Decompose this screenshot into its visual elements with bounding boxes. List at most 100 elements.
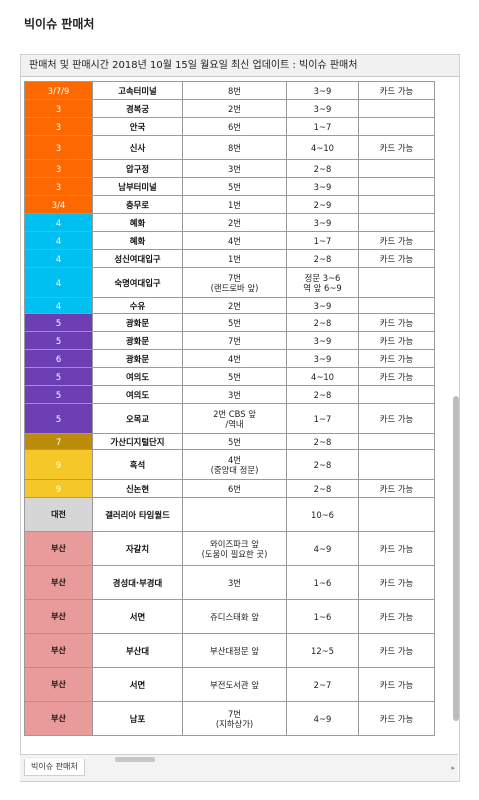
station-cell[interactable]: 고속터미널 [92,81,183,100]
exit-cell[interactable]: 7번 (랜드로바 앞) [182,267,287,298]
exit-cell[interactable]: 8번 [182,135,287,160]
exit-cell[interactable] [182,497,287,532]
time-cell[interactable]: 2~8 [286,249,359,268]
exit-cell[interactable]: 8번 [182,81,287,100]
line-cell[interactable]: 부산 [24,667,93,702]
line-cell[interactable]: 부산 [24,531,93,566]
note-cell[interactable]: 카드 가능 [358,349,435,368]
line-cell[interactable]: 대전 [24,497,93,532]
exit-cell[interactable]: 3번 [182,159,287,178]
time-cell[interactable]: 2~8 [286,479,359,498]
station-cell[interactable]: 흑석 [92,449,183,480]
note-cell[interactable] [358,159,435,178]
line-cell[interactable]: 5 [24,331,93,350]
line-cell[interactable]: 4 [24,249,93,268]
exit-cell[interactable]: 와이즈파크 앞 (도움이 필요한 곳) [182,531,287,566]
note-cell[interactable]: 카드 가능 [358,403,435,434]
station-cell[interactable]: 광화문 [92,331,183,350]
exit-cell[interactable]: 2번 CBS 앞/역내 [182,403,287,434]
station-cell[interactable]: 남부터미널 [92,177,183,196]
time-cell[interactable]: 2~9 [286,195,359,214]
line-cell[interactable]: 부산 [24,633,93,668]
station-cell[interactable]: 여의도 [92,385,183,404]
exit-cell[interactable]: 4번 (중앙대 정문) [182,449,287,480]
line-cell[interactable]: 5 [24,385,93,404]
line-cell[interactable]: 3 [24,99,93,118]
station-cell[interactable]: 여의도 [92,367,183,386]
time-cell[interactable]: 3~9 [286,81,359,100]
station-cell[interactable]: 혜화 [92,231,183,250]
exit-cell[interactable]: 7번 (지하상가) [182,701,287,736]
time-cell[interactable]: 3~9 [286,331,359,350]
note-cell[interactable] [358,297,435,314]
line-cell[interactable]: 부산 [24,599,93,634]
station-cell[interactable]: 서면 [92,599,183,634]
station-cell[interactable]: 광화문 [92,349,183,368]
note-cell[interactable] [358,433,435,450]
note-cell[interactable]: 카드 가능 [358,479,435,498]
station-cell[interactable]: 오목교 [92,403,183,434]
exit-cell[interactable]: 4번 [182,349,287,368]
note-cell[interactable] [358,195,435,214]
line-cell[interactable]: 9 [24,479,93,498]
line-cell[interactable]: 6 [24,349,93,368]
station-cell[interactable]: 성신여대입구 [92,249,183,268]
station-cell[interactable]: 서면 [92,667,183,702]
line-cell[interactable]: 3 [24,177,93,196]
time-cell[interactable]: 3~9 [286,349,359,368]
note-cell[interactable] [358,449,435,480]
station-cell[interactable]: 수유 [92,297,183,314]
exit-cell[interactable]: 부전도서관 앞 [182,667,287,702]
time-cell[interactable]: 2~8 [286,313,359,332]
exit-cell[interactable]: 5번 [182,367,287,386]
line-cell[interactable]: 3 [24,117,93,136]
note-cell[interactable] [358,117,435,136]
time-cell[interactable]: 4~10 [286,135,359,160]
station-cell[interactable]: 남포 [92,701,183,736]
exit-cell[interactable]: 3번 [182,385,287,404]
exit-cell[interactable]: 쥬디스태화 앞 [182,599,287,634]
time-cell[interactable]: 4~9 [286,531,359,566]
line-cell[interactable]: 5 [24,313,93,332]
exit-cell[interactable]: 6번 [182,117,287,136]
note-cell[interactable]: 카드 가능 [358,135,435,160]
note-cell[interactable] [358,267,435,298]
line-cell[interactable]: 4 [24,297,93,314]
spreadsheet-view[interactable]: 판매처 및 판매시간 2018년 10월 15일 월요일 최신 업데이트 : 빅… [20,54,460,782]
station-cell[interactable]: 혜화 [92,213,183,232]
exit-cell[interactable]: 2번 [182,99,287,118]
station-cell[interactable]: 경복궁 [92,99,183,118]
exit-cell[interactable]: 3번 [182,565,287,600]
exit-cell[interactable]: 1번 [182,249,287,268]
station-cell[interactable]: 압구정 [92,159,183,178]
line-cell[interactable]: 3/7/9 [24,81,93,100]
time-cell[interactable]: 3~9 [286,99,359,118]
time-cell[interactable]: 2~8 [286,433,359,450]
time-cell[interactable]: 3~9 [286,297,359,314]
note-cell[interactable]: 카드 가능 [358,565,435,600]
exit-cell[interactable]: 2번 [182,297,287,314]
exit-cell[interactable]: 2번 [182,213,287,232]
sheet-tab[interactable]: 빅이슈 판매처 [24,759,85,776]
station-cell[interactable]: 신논현 [92,479,183,498]
station-cell[interactable]: 갤러리아 타임월드 [92,497,183,532]
time-cell[interactable]: 12~5 [286,633,359,668]
time-cell[interactable]: 1~7 [286,117,359,136]
time-cell[interactable]: 3~9 [286,213,359,232]
time-cell[interactable]: 2~8 [286,449,359,480]
line-cell[interactable]: 부산 [24,565,93,600]
exit-cell[interactable]: 부산대정문 앞 [182,633,287,668]
note-cell[interactable]: 카드 가능 [358,667,435,702]
note-cell[interactable] [358,177,435,196]
note-cell[interactable]: 카드 가능 [358,633,435,668]
exit-cell[interactable]: 5번 [182,177,287,196]
note-cell[interactable] [358,497,435,532]
exit-cell[interactable]: 7번 [182,331,287,350]
time-cell[interactable]: 10~6 [286,497,359,532]
note-cell[interactable]: 카드 가능 [358,331,435,350]
line-cell[interactable]: 부산 [24,701,93,736]
line-cell[interactable]: 3/4 [24,195,93,214]
note-cell[interactable]: 카드 가능 [358,81,435,100]
exit-cell[interactable]: 5번 [182,313,287,332]
exit-cell[interactable]: 1번 [182,195,287,214]
